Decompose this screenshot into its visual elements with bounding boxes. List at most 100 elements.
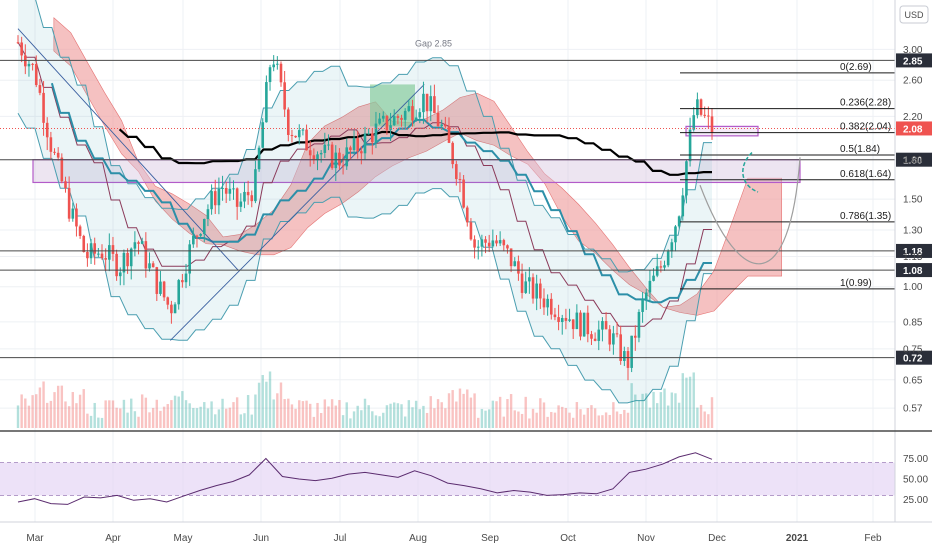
volume-bar xyxy=(367,405,370,428)
candle-body xyxy=(626,351,630,368)
candle-body xyxy=(170,304,173,314)
time-tick-label: Mar xyxy=(26,533,44,544)
volume-bar xyxy=(78,394,82,428)
candle-body xyxy=(213,191,217,206)
candle-body xyxy=(696,99,699,116)
volume-bar xyxy=(564,408,568,428)
rsi-axis[interactable]: 75.00 50.00 25.00 xyxy=(903,454,928,506)
volume-bar xyxy=(42,381,45,428)
volume-bar xyxy=(195,408,199,428)
candle-body xyxy=(330,144,334,169)
volume-bar xyxy=(477,417,480,428)
time-tick-label: Oct xyxy=(560,533,576,544)
volume-bar xyxy=(60,385,64,428)
volume-bar xyxy=(246,395,250,428)
volume-bar xyxy=(645,393,648,428)
time-tick-label: Aug xyxy=(409,533,427,544)
level-badge xyxy=(896,152,932,167)
candle-body xyxy=(710,116,714,133)
candle-body xyxy=(224,188,228,194)
candle-body xyxy=(641,299,644,312)
candle-body xyxy=(243,191,246,202)
candle-body xyxy=(568,319,571,321)
volume-bar xyxy=(352,411,356,428)
candle-body xyxy=(476,246,480,248)
level-badge-label: 2.85 xyxy=(903,56,923,67)
volume-bar xyxy=(162,406,166,428)
volume-bar xyxy=(473,393,476,428)
volume-bar xyxy=(652,391,655,428)
candle-body xyxy=(257,147,261,170)
candle-body xyxy=(590,334,593,339)
candle-body xyxy=(239,201,243,207)
candle-body xyxy=(601,321,604,330)
price-axis[interactable]: 3.00 2.60 2.20 1.80 1.50 1.30 1.15 1.00 0.85 0.75… xyxy=(903,45,923,415)
currency-label[interactable]: USD xyxy=(899,5,929,24)
volume-bar xyxy=(623,409,626,428)
volume-bar xyxy=(294,408,297,428)
candle-body xyxy=(327,144,330,146)
rsi-tick-label: 50.00 xyxy=(903,475,928,486)
bollinger-upper xyxy=(35,0,712,273)
volume-bar xyxy=(199,406,202,428)
volume-bar xyxy=(312,416,316,428)
candle-body xyxy=(254,169,257,202)
volume-bar xyxy=(637,400,641,428)
volume-bar xyxy=(582,414,586,428)
grid-layer xyxy=(0,0,895,522)
volume-bar xyxy=(192,408,195,428)
volume-bar xyxy=(601,415,604,428)
candle-body xyxy=(363,133,367,154)
price-tick-label: 0.85 xyxy=(903,317,923,328)
candle-body xyxy=(612,333,615,345)
rsi-tick-label: 75.00 xyxy=(903,454,928,465)
candle-body xyxy=(173,304,177,314)
volume-bar xyxy=(170,400,173,428)
volume-bar xyxy=(181,391,184,428)
candle-body xyxy=(484,239,487,243)
trendline xyxy=(170,84,425,341)
level-badge xyxy=(896,243,932,258)
candle-body xyxy=(557,317,560,322)
volume-bar xyxy=(97,417,100,428)
volume-bar xyxy=(49,400,53,428)
candle-body xyxy=(283,82,286,110)
volume-bar xyxy=(557,405,560,428)
fib-label: 0.786(1.35) xyxy=(840,211,891,222)
candle-body xyxy=(699,99,703,115)
time-axis[interactable]: Mar Apr May Jun Jul Aug Sep Oct Nov Dec 2021 Feb xyxy=(26,533,882,544)
volume-bar xyxy=(130,398,133,428)
volume-bar xyxy=(710,397,714,428)
candle-body xyxy=(374,123,378,143)
volume-bar xyxy=(53,392,56,428)
candle-body xyxy=(407,106,411,111)
volume-bar xyxy=(82,389,85,428)
volume-bar xyxy=(648,407,652,428)
fib-label: 0(2.69) xyxy=(840,62,872,73)
candle-body xyxy=(115,253,118,277)
volume-bar xyxy=(349,418,352,428)
fib-label: 0.382(2.04) xyxy=(840,122,891,133)
volume-bar xyxy=(440,402,443,428)
time-tick-label: Sep xyxy=(481,533,499,544)
volume-bar xyxy=(140,394,144,428)
candle-body xyxy=(688,129,692,162)
candle-body xyxy=(45,122,49,138)
volume-bar xyxy=(513,410,516,428)
volume-bar xyxy=(46,402,49,428)
volume-bar xyxy=(254,394,257,428)
volume-bar xyxy=(542,402,546,428)
volume-bar xyxy=(71,392,74,428)
candle-body xyxy=(294,135,297,138)
bollinger-fill xyxy=(18,0,712,403)
candle-body xyxy=(542,298,546,308)
zone-box xyxy=(685,125,759,137)
volume-bar xyxy=(696,407,699,428)
volume-bar xyxy=(393,402,396,428)
candle-body xyxy=(67,188,71,219)
volume-bar xyxy=(276,393,279,428)
level-badge xyxy=(896,53,932,68)
volume-bar xyxy=(608,414,611,428)
